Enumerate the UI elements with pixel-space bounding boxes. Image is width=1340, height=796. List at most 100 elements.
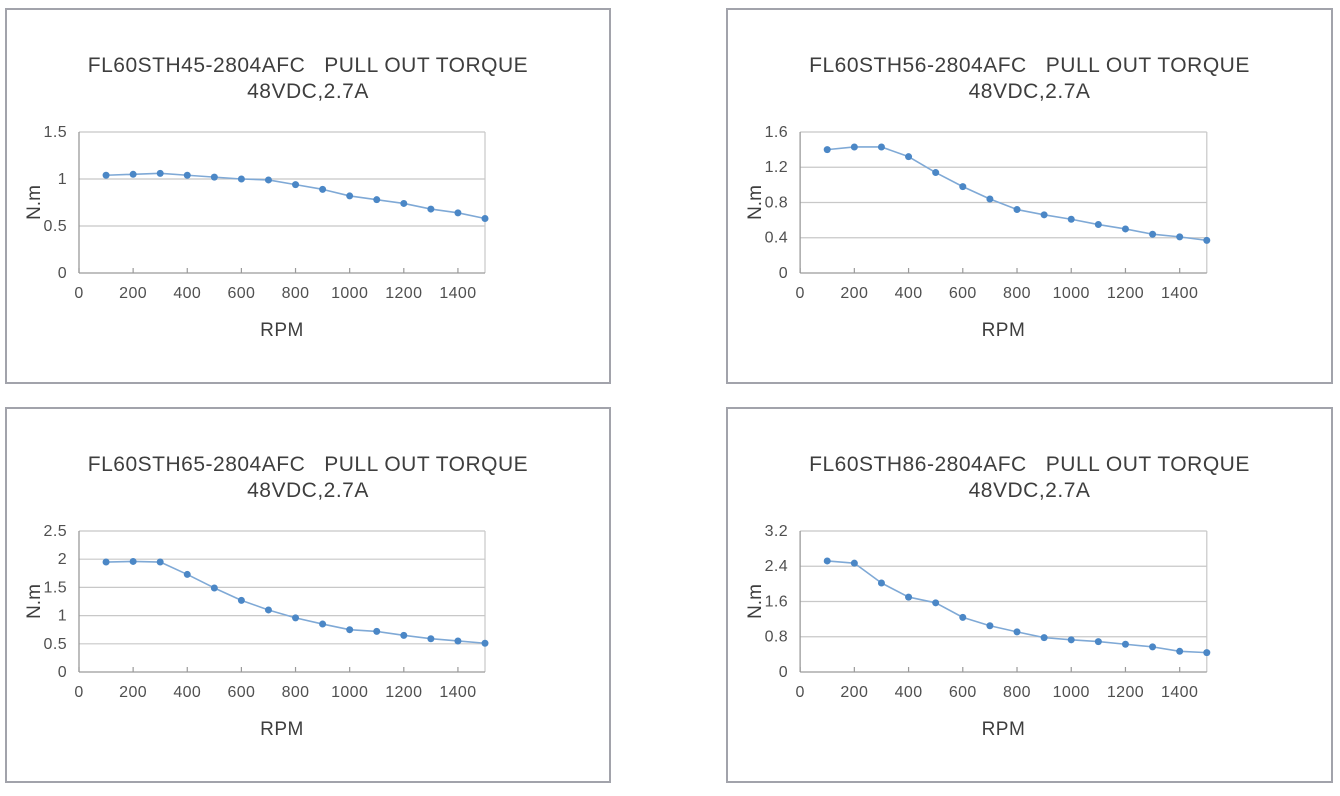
y-tick-label: 2.5	[44, 523, 67, 540]
data-point-marker	[1040, 211, 1048, 219]
chart-title: FL60STH45-2804AFC PULL OUT TORQUE	[88, 54, 528, 77]
data-point-marker	[1094, 221, 1102, 229]
torque-chart-svg: FL60STH65-2804AFC PULL OUT TORQUE 48VDC,2…	[24, 453, 528, 740]
data-point-marker	[183, 570, 191, 578]
x-tick-label: 1000	[1053, 285, 1090, 302]
data-point-marker	[905, 593, 913, 601]
y-tick-label: 0.8	[765, 195, 788, 212]
torque-curve	[827, 146, 1207, 242]
x-tick-label: 1400	[1161, 684, 1198, 701]
data-point-marker	[346, 626, 354, 634]
y-tick-label: 1.6	[765, 594, 788, 611]
chart-subtitle: 48VDC,2.7A	[969, 80, 1091, 103]
torque-chart-svg: FL60STH45-2804AFC PULL OUT TORQUE 48VDC,2…	[24, 54, 528, 341]
data-point-marker	[264, 176, 272, 184]
data-point-marker	[237, 175, 245, 183]
data-point-marker	[1013, 628, 1021, 636]
x-tick-label: 600	[949, 684, 977, 701]
data-point-marker	[1067, 215, 1075, 223]
x-axis-label: RPM	[982, 320, 1026, 341]
torque-curve	[106, 560, 486, 645]
data-point-marker	[1121, 225, 1129, 233]
data-point-marker	[454, 209, 462, 217]
chart-title: FL60STH65-2804AFC PULL OUT TORQUE	[88, 453, 528, 476]
data-point-marker	[1203, 236, 1211, 244]
x-tick-label: 1000	[1053, 684, 1090, 701]
data-point-marker	[823, 557, 831, 565]
y-tick-label: 0	[779, 664, 788, 681]
y-tick-label: 2.4	[765, 558, 788, 575]
data-point-marker	[319, 620, 327, 628]
x-tick-label: 200	[119, 684, 147, 701]
data-point-marker	[237, 596, 245, 604]
data-point-marker	[1149, 643, 1157, 651]
y-tick-label: 0.5	[44, 218, 67, 235]
y-tick-label: 0.5	[44, 636, 67, 653]
y-tick-label: 3.2	[765, 523, 788, 540]
x-tick-label: 1000	[331, 285, 368, 302]
data-point-marker	[932, 169, 940, 177]
x-tick-label: 1400	[439, 285, 476, 302]
x-tick-label: 600	[227, 285, 255, 302]
data-point-marker	[319, 185, 327, 193]
x-tick-label: 0	[795, 684, 804, 701]
chart-subtitle: 48VDC,2.7A	[247, 80, 369, 103]
chart-panel-fl60sth86: FL60STH86-2804AFC PULL OUT TORQUE 48VDC,2…	[726, 407, 1333, 783]
torque-chart-svg: FL60STH56-2804AFC PULL OUT TORQUE 48VDC,2…	[745, 54, 1250, 341]
x-tick-label: 400	[173, 684, 201, 701]
y-tick-label: 0	[779, 265, 788, 282]
data-point-marker	[210, 584, 218, 592]
x-tick-label: 800	[282, 684, 310, 701]
y-tick-label: 1.5	[44, 124, 67, 141]
data-point-marker	[427, 635, 435, 643]
x-tick-label: 1200	[1107, 684, 1144, 701]
data-point-marker	[454, 637, 462, 645]
x-tick-label: 1400	[439, 684, 476, 701]
data-point-marker	[905, 153, 913, 161]
data-point-marker	[373, 627, 381, 635]
data-point-marker	[1149, 230, 1157, 238]
x-tick-label: 0	[74, 285, 83, 302]
chart-subtitle: 48VDC,2.7A	[247, 479, 369, 502]
data-point-marker	[427, 205, 435, 213]
data-point-marker	[156, 558, 164, 566]
data-point-marker	[1040, 634, 1048, 642]
data-point-marker	[959, 613, 967, 621]
data-point-marker	[481, 214, 489, 222]
data-point-marker	[292, 614, 300, 622]
y-tick-label: 1.2	[765, 159, 788, 176]
chart-panel-fl60sth56: FL60STH56-2804AFC PULL OUT TORQUE 48VDC,2…	[726, 8, 1333, 384]
torque-curve	[106, 172, 486, 220]
x-tick-label: 1200	[385, 684, 422, 701]
y-tick-label: 1	[58, 608, 67, 625]
data-point-marker	[1121, 640, 1129, 648]
data-point-marker	[183, 171, 191, 179]
y-axis-label: N.m	[24, 584, 45, 619]
chart-title: FL60STH56-2804AFC PULL OUT TORQUE	[809, 54, 1250, 77]
y-axis-label: N.m	[745, 185, 766, 220]
y-axis-label: N.m	[745, 584, 766, 619]
data-point-marker	[932, 599, 940, 607]
x-tick-label: 0	[74, 684, 83, 701]
y-tick-label: 0	[58, 265, 67, 282]
data-point-marker	[850, 559, 858, 567]
y-tick-label: 0.8	[765, 629, 788, 646]
data-point-marker	[877, 143, 885, 151]
data-point-marker	[1094, 638, 1102, 646]
x-tick-label: 0	[795, 285, 804, 302]
x-tick-label: 1400	[1161, 285, 1198, 302]
data-point-marker	[129, 170, 137, 178]
x-tick-label: 600	[227, 684, 255, 701]
data-point-marker	[292, 181, 300, 189]
x-tick-label: 200	[840, 684, 868, 701]
x-tick-label: 400	[895, 684, 923, 701]
x-tick-label: 200	[840, 285, 868, 302]
y-tick-label: 1.6	[765, 124, 788, 141]
data-point-marker	[823, 146, 831, 154]
data-point-marker	[346, 192, 354, 200]
data-point-marker	[1067, 636, 1075, 644]
data-point-marker	[481, 639, 489, 647]
x-tick-label: 200	[119, 285, 147, 302]
data-point-marker	[400, 199, 408, 207]
